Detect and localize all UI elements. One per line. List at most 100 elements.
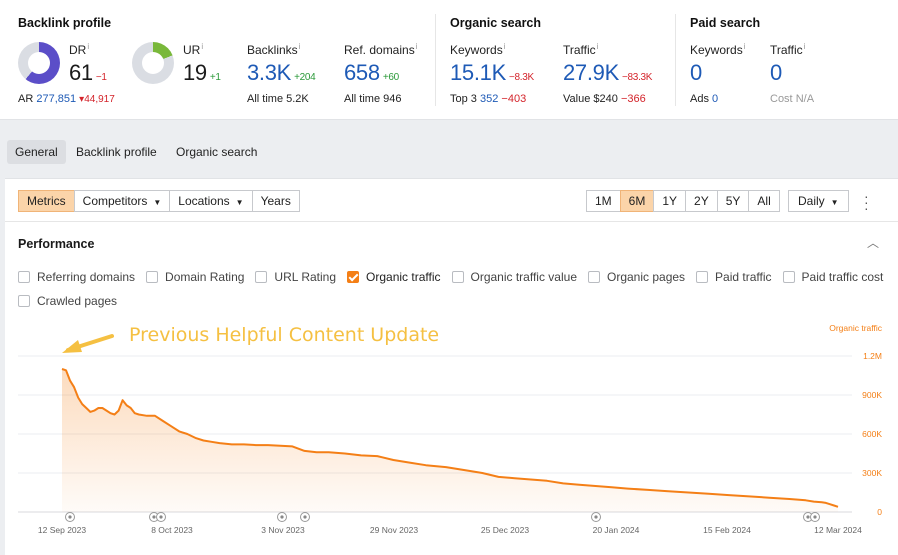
chart-legend-label: Organic traffic [829, 323, 883, 333]
y-tick-label: 900K [862, 390, 882, 400]
locations-dropdown[interactable]: Locations ▼ [169, 190, 253, 212]
x-tick-label: 15 Feb 2024 [703, 525, 751, 535]
metric-checkboxes-row2: Crawled pages [18, 294, 128, 308]
range-6m-button[interactable]: 6M [619, 190, 655, 212]
backlinks-value[interactable]: 3.3K +204 [247, 60, 316, 85]
paid-keywords-label[interactable]: Keywordsi [690, 42, 746, 57]
y-tick-label: 300K [862, 468, 882, 478]
x-tick-label: 3 Nov 2023 [261, 525, 305, 535]
organic-traffic-value[interactable]: 27.9K −83.3K [563, 60, 653, 85]
organic-search-title: Organic search [450, 16, 542, 30]
chevron-down-icon: ▼ [830, 198, 839, 207]
view-button-group: Metrics Competitors ▼ Locations ▼ Years [18, 190, 300, 212]
organic-traffic-area [62, 369, 838, 512]
paid-search-title: Paid search [690, 16, 761, 30]
ref-domains-value[interactable]: 658 +60 [344, 60, 399, 85]
paid-traffic-label[interactable]: Traffici [770, 42, 806, 57]
dr-label[interactable]: DRi [69, 42, 90, 57]
checkbox-paid-traffic[interactable]: Paid traffic [696, 270, 772, 284]
x-tick-label: 8 Oct 2023 [151, 525, 193, 535]
event-marker-dot [813, 515, 817, 519]
event-marker-dot [159, 515, 163, 519]
event-marker-dot [303, 515, 307, 519]
range-all-button[interactable]: All [748, 190, 780, 212]
checkbox-box[interactable] [255, 271, 268, 283]
organic-keywords-value[interactable]: 15.1K −8.3K [450, 60, 534, 85]
chevron-down-icon: ▼ [235, 198, 244, 207]
x-tick-label: 25 Dec 2023 [481, 525, 529, 535]
organic-keywords-label[interactable]: Keywordsi [450, 42, 506, 57]
metrics-header: Backlink profile DRi 61 −1 AR 277,851 ▾44… [0, 0, 898, 120]
chevron-down-icon: ▼ [153, 198, 162, 207]
organic-top3: Top 3 352 −403 [450, 93, 527, 105]
performance-title: Performance [18, 237, 95, 251]
tab-backlink-profile[interactable]: Backlink profile [76, 145, 157, 159]
checkbox-crawled-pages[interactable]: Crawled pages [18, 294, 117, 308]
tab-organic-search[interactable]: Organic search [176, 145, 258, 159]
paid-ads: Ads 0 [690, 93, 719, 105]
checkbox-organic-traffic-value[interactable]: Organic traffic value [451, 270, 577, 284]
paid-keywords-value[interactable]: 0 [690, 60, 702, 85]
interval-group: Daily ▼ [788, 190, 849, 212]
range-1m-button[interactable]: 1M [586, 190, 621, 212]
ref-domains-label[interactable]: Ref. domainsi [344, 42, 418, 57]
backlinks-alltime: All time 5.2K [247, 93, 309, 105]
annotation-arrowhead [62, 340, 82, 353]
y-tick-label: 1.2M [863, 351, 882, 361]
ur-donut-chart [132, 42, 174, 84]
checkbox-box[interactable] [451, 271, 464, 283]
collapse-chevron-icon[interactable]: ︿ [867, 236, 880, 250]
event-marker-dot [68, 515, 72, 519]
checkbox-url-rating[interactable]: URL Rating [255, 270, 336, 284]
ar-row: AR 277,851 ▾44,917 [18, 93, 115, 105]
checkbox-box-checked[interactable] [347, 271, 360, 283]
report-tabs: General Backlink profile Organic search [0, 130, 898, 170]
x-tick-label: 29 Nov 2023 [370, 525, 418, 535]
x-tick-label: 20 Jan 2024 [593, 525, 640, 535]
checkbox-box[interactable] [782, 271, 795, 283]
section-divider [435, 14, 436, 106]
checkbox-box[interactable] [146, 271, 159, 283]
checkbox-domain-rating[interactable]: Domain Rating [146, 270, 244, 284]
checkbox-referring-domains[interactable]: Referring domains [18, 270, 135, 284]
competitors-dropdown[interactable]: Competitors ▼ [73, 190, 171, 212]
event-marker-dot [280, 515, 284, 519]
checkbox-box[interactable] [696, 271, 709, 283]
backlinks-label[interactable]: Backlinksi [247, 42, 301, 57]
x-tick-label: 12 Mar 2024 [814, 525, 862, 535]
organic-traffic-value-row: Value $240 −366 [563, 93, 646, 105]
range-1y-button[interactable]: 1Y [653, 190, 687, 212]
section-divider [675, 14, 676, 106]
more-options-icon[interactable]: · · · [864, 188, 869, 216]
ur-label[interactable]: URi [183, 42, 204, 57]
checkbox-box[interactable] [588, 271, 600, 283]
metric-checkboxes-row1: Referring domains Domain Rating URL Rati… [18, 270, 894, 284]
organic-traffic-line [61, 368, 839, 508]
ur-value: 19 +1 [183, 60, 221, 85]
event-marker-dot [594, 515, 598, 519]
checkbox-organic-pages[interactable]: Organic pages [588, 270, 685, 284]
divider [5, 221, 898, 222]
ref-domains-alltime: All time 946 [344, 93, 402, 105]
checkbox-paid-traffic-cost[interactable]: Paid traffic cost [782, 270, 883, 284]
tab-general[interactable]: General [7, 140, 66, 164]
dr-value: 61 −1 [69, 60, 107, 85]
dr-donut-chart [18, 42, 60, 84]
checkbox-box[interactable] [18, 271, 30, 283]
organic-traffic-label[interactable]: Traffici [563, 42, 599, 57]
range-2y-button[interactable]: 2Y [685, 190, 718, 212]
interval-dropdown[interactable]: Daily ▼ [788, 190, 849, 212]
ar-value[interactable]: 277,851 [36, 93, 77, 105]
years-button[interactable]: Years [251, 190, 300, 212]
y-tick-label: 600K [862, 429, 882, 439]
range-button-group: 1M 6M 1Y 2Y 5Y All [586, 190, 780, 212]
paid-cost: Cost N/A [770, 93, 815, 105]
event-marker-dot [152, 515, 156, 519]
event-marker-dot [806, 515, 810, 519]
checkbox-organic-traffic[interactable]: Organic traffic [347, 270, 441, 284]
paid-traffic-value[interactable]: 0 [770, 60, 782, 85]
metrics-button[interactable]: Metrics [18, 190, 75, 212]
x-tick-label: 12 Sep 2023 [38, 525, 86, 535]
checkbox-box[interactable] [18, 295, 30, 307]
